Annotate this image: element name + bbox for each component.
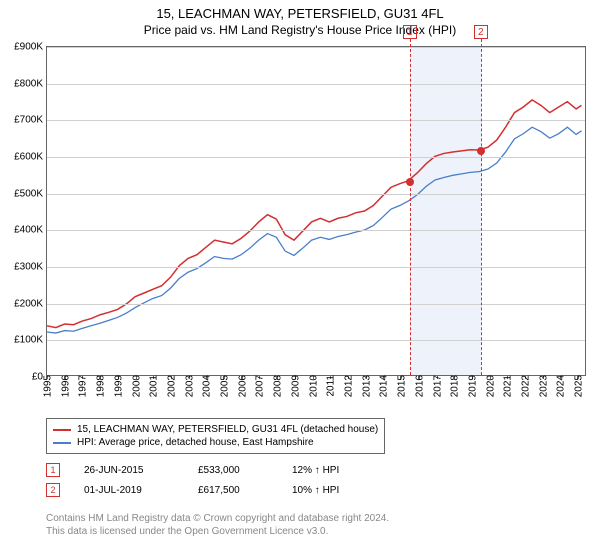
x-axis-label: 2009 [288,375,301,397]
x-axis-label: 1999 [111,375,124,397]
chart-subtitle: Price paid vs. HM Land Registry's House … [0,21,600,37]
sales-row-marker: 2 [46,483,60,497]
y-axis-label: £900K [14,42,47,53]
x-axis-label: 2025 [572,375,585,397]
legend-item: HPI: Average price, detached house, East… [53,436,378,449]
x-axis-label: 2015 [395,375,408,397]
chart-legend: 15, LEACHMAN WAY, PETERSFIELD, GU31 4FL … [46,418,385,454]
sale-marker-flag: 2 [474,25,488,39]
x-axis-label: 2000 [129,375,142,397]
y-axis-label: £800K [14,78,47,89]
x-axis-label: 1996 [58,375,71,397]
sale-marker-line [481,39,482,375]
x-axis-label: 2011 [324,375,337,397]
sale-marker-dot [406,178,414,186]
x-axis-label: 2006 [235,375,248,397]
x-axis-label: 1995 [41,375,54,397]
legend-item: 15, LEACHMAN WAY, PETERSFIELD, GU31 4FL … [53,423,378,436]
grid-line [47,194,585,195]
grid-line [47,230,585,231]
grid-line [47,340,585,341]
x-axis-label: 2001 [147,375,160,397]
grid-line [47,120,585,121]
chart-svg [47,47,585,375]
y-axis-label: £500K [14,188,47,199]
sales-row-delta: 12% ↑ HPI [292,465,339,476]
x-axis-label: 2007 [253,375,266,397]
chart-series-line [47,100,582,328]
grid-line [47,47,585,48]
grid-line [47,157,585,158]
sales-table: 1 26-JUN-2015 £533,000 12% ↑ HPI 2 01-JUL-201… [46,460,339,500]
x-axis-label: 2002 [164,375,177,397]
x-axis-label: 2018 [448,375,461,397]
grid-line [47,304,585,305]
x-axis-label: 2022 [519,375,532,397]
grid-line [47,84,585,85]
y-axis-label: £200K [14,298,47,309]
sales-row-marker: 1 [46,463,60,477]
footer-line-2: This data is licensed under the Open Gov… [46,525,389,538]
sales-row-date: 01-JUL-2019 [84,485,174,496]
sales-row-delta: 10% ↑ HPI [292,485,339,496]
sale-marker-flag: 1 [403,25,417,39]
x-axis-label: 2014 [377,375,390,397]
x-axis-label: 1997 [76,375,89,397]
x-axis-label: 2008 [271,375,284,397]
x-axis-label: 2004 [200,375,213,397]
x-axis-label: 2023 [536,375,549,397]
footer-attribution: Contains HM Land Registry data © Crown c… [46,512,389,538]
sales-row-date: 26-JUN-2015 [84,465,174,476]
chart-title: 15, LEACHMAN WAY, PETERSFIELD, GU31 4FL [0,0,600,21]
x-axis-label: 1998 [94,375,107,397]
chart-plot-area: £0£100K£200K£300K£400K£500K£600K£700K£80… [46,46,586,376]
x-axis-label: 2012 [341,375,354,397]
sales-row-price: £533,000 [198,465,268,476]
x-axis-label: 2021 [501,375,514,397]
x-axis-label: 2013 [359,375,372,397]
x-axis-label: 2024 [554,375,567,397]
footer-line-1: Contains HM Land Registry data © Crown c… [46,512,389,525]
y-axis-label: £700K [14,115,47,126]
y-axis-label: £400K [14,225,47,236]
legend-label: HPI: Average price, detached house, East… [77,437,314,448]
sale-marker-dot [477,147,485,155]
x-axis-label: 2003 [182,375,195,397]
y-axis-label: £600K [14,152,47,163]
x-axis-label: 2016 [412,375,425,397]
x-axis-label: 2019 [465,375,478,397]
legend-label: 15, LEACHMAN WAY, PETERSFIELD, GU31 4FL … [77,424,378,435]
sales-table-row: 1 26-JUN-2015 £533,000 12% ↑ HPI [46,460,339,480]
x-axis-label: 2020 [483,375,496,397]
sale-marker-line [410,39,411,375]
x-axis-label: 2005 [218,375,231,397]
y-axis-label: £100K [14,335,47,346]
sales-row-price: £617,500 [198,485,268,496]
x-axis-label: 2017 [430,375,443,397]
legend-swatch [53,442,71,444]
legend-swatch [53,429,71,431]
sales-table-row: 2 01-JUL-2019 £617,500 10% ↑ HPI [46,480,339,500]
y-axis-label: £300K [14,262,47,273]
x-axis-label: 2010 [306,375,319,397]
grid-line [47,267,585,268]
